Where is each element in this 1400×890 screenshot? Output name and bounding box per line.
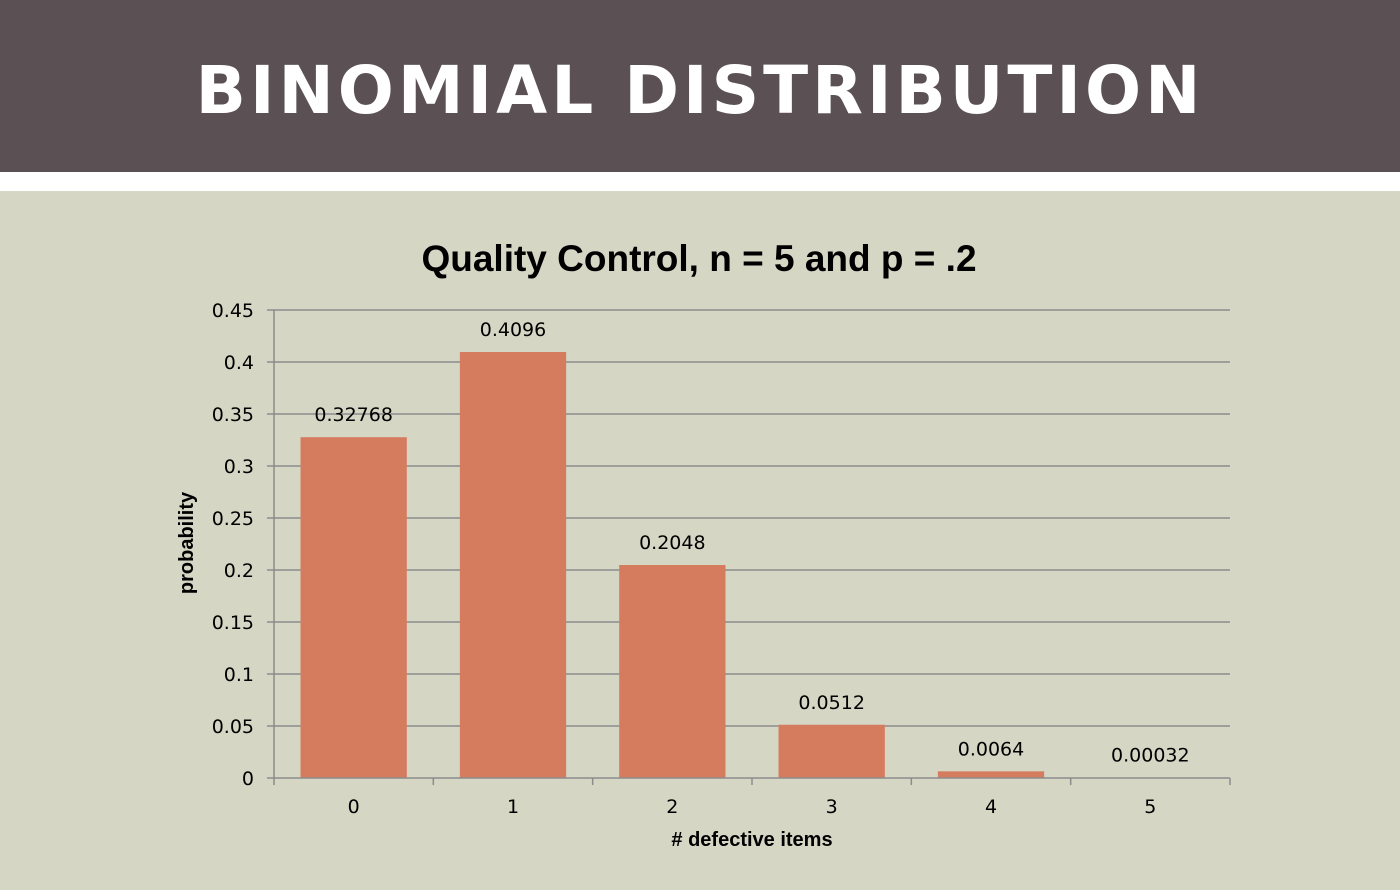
x-tick-label: 5 bbox=[1144, 796, 1156, 818]
data-label: 0.4096 bbox=[480, 319, 546, 341]
y-tick-label: 0 bbox=[242, 768, 254, 790]
data-label: 0.0512 bbox=[798, 692, 864, 714]
slide-content: Quality Control, n = 5 and p = .2 0 0.05 0… bbox=[0, 191, 1400, 890]
y-tick-label: 0.35 bbox=[212, 404, 254, 426]
data-label: 0.0064 bbox=[958, 738, 1024, 760]
chart-title: Quality Control, n = 5 and p = .2 bbox=[421, 238, 976, 279]
slide-title: BINOMIAL DISTRIBUTION bbox=[195, 51, 1205, 129]
bar bbox=[778, 724, 885, 778]
bar-chart: Quality Control, n = 5 and p = .2 00.050… bbox=[176, 238, 1231, 851]
labels: 0 0.05 0.1 0.15 0.2 0.25 0.3 0.35 0.4 0.45 0.32768… bbox=[212, 300, 1190, 818]
y-tick-label: 0.05 bbox=[212, 716, 254, 738]
bar bbox=[300, 437, 407, 778]
y-tick-label: 0.45 bbox=[212, 300, 254, 322]
y-tick-label: 0.1 bbox=[224, 664, 254, 686]
x-tick-label: 2 bbox=[666, 796, 678, 818]
y-tick-label: 0.15 bbox=[212, 612, 254, 634]
axes bbox=[267, 309, 1231, 785]
bar bbox=[459, 352, 567, 778]
x-tick-label: 4 bbox=[985, 796, 997, 818]
bar bbox=[937, 771, 1045, 778]
y-tick-label: 0.4 bbox=[224, 352, 254, 374]
data-label: 0.32768 bbox=[314, 404, 393, 426]
y-axis-title: probability bbox=[176, 491, 198, 594]
x-axis-title: # defective items bbox=[671, 829, 832, 851]
x-tick-label: 1 bbox=[507, 796, 519, 818]
data-label: 0.2048 bbox=[639, 532, 705, 554]
x-tick-label: 3 bbox=[826, 796, 838, 818]
slide-header: BINOMIAL DISTRIBUTION bbox=[0, 0, 1400, 172]
y-tick-label: 0.3 bbox=[224, 456, 254, 478]
data-label: 0.00032 bbox=[1111, 745, 1190, 767]
header-divider bbox=[0, 172, 1400, 191]
y-tick-label: 0.2 bbox=[224, 560, 254, 582]
gridlines bbox=[274, 309, 1230, 727]
bar bbox=[619, 565, 726, 778]
x-tick-label: 0 bbox=[348, 796, 360, 818]
y-tick-label: 0.25 bbox=[212, 508, 254, 530]
bars bbox=[300, 352, 1204, 778]
